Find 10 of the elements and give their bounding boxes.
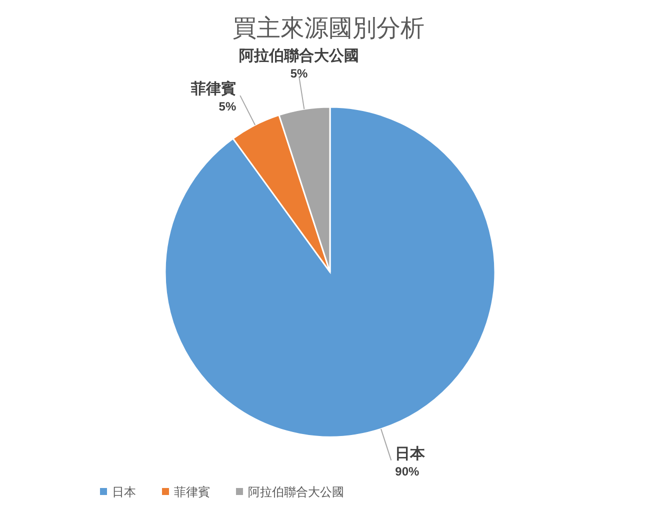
legend-label: 菲律賓 [174,485,210,499]
legend-label: 阿拉伯聯合大公國 [248,485,344,499]
data-label: 90% [395,464,420,478]
data-label: 5% [218,100,236,114]
slice-label: 日本 [395,445,426,462]
slice-label: 菲律賓 [190,80,236,98]
legend-label: 日本 [112,485,136,499]
data-label: 5% [290,66,308,80]
title: 買主來源國別分析 [232,15,424,42]
slice-label: 阿拉伯聯合大公國 [239,47,360,64]
